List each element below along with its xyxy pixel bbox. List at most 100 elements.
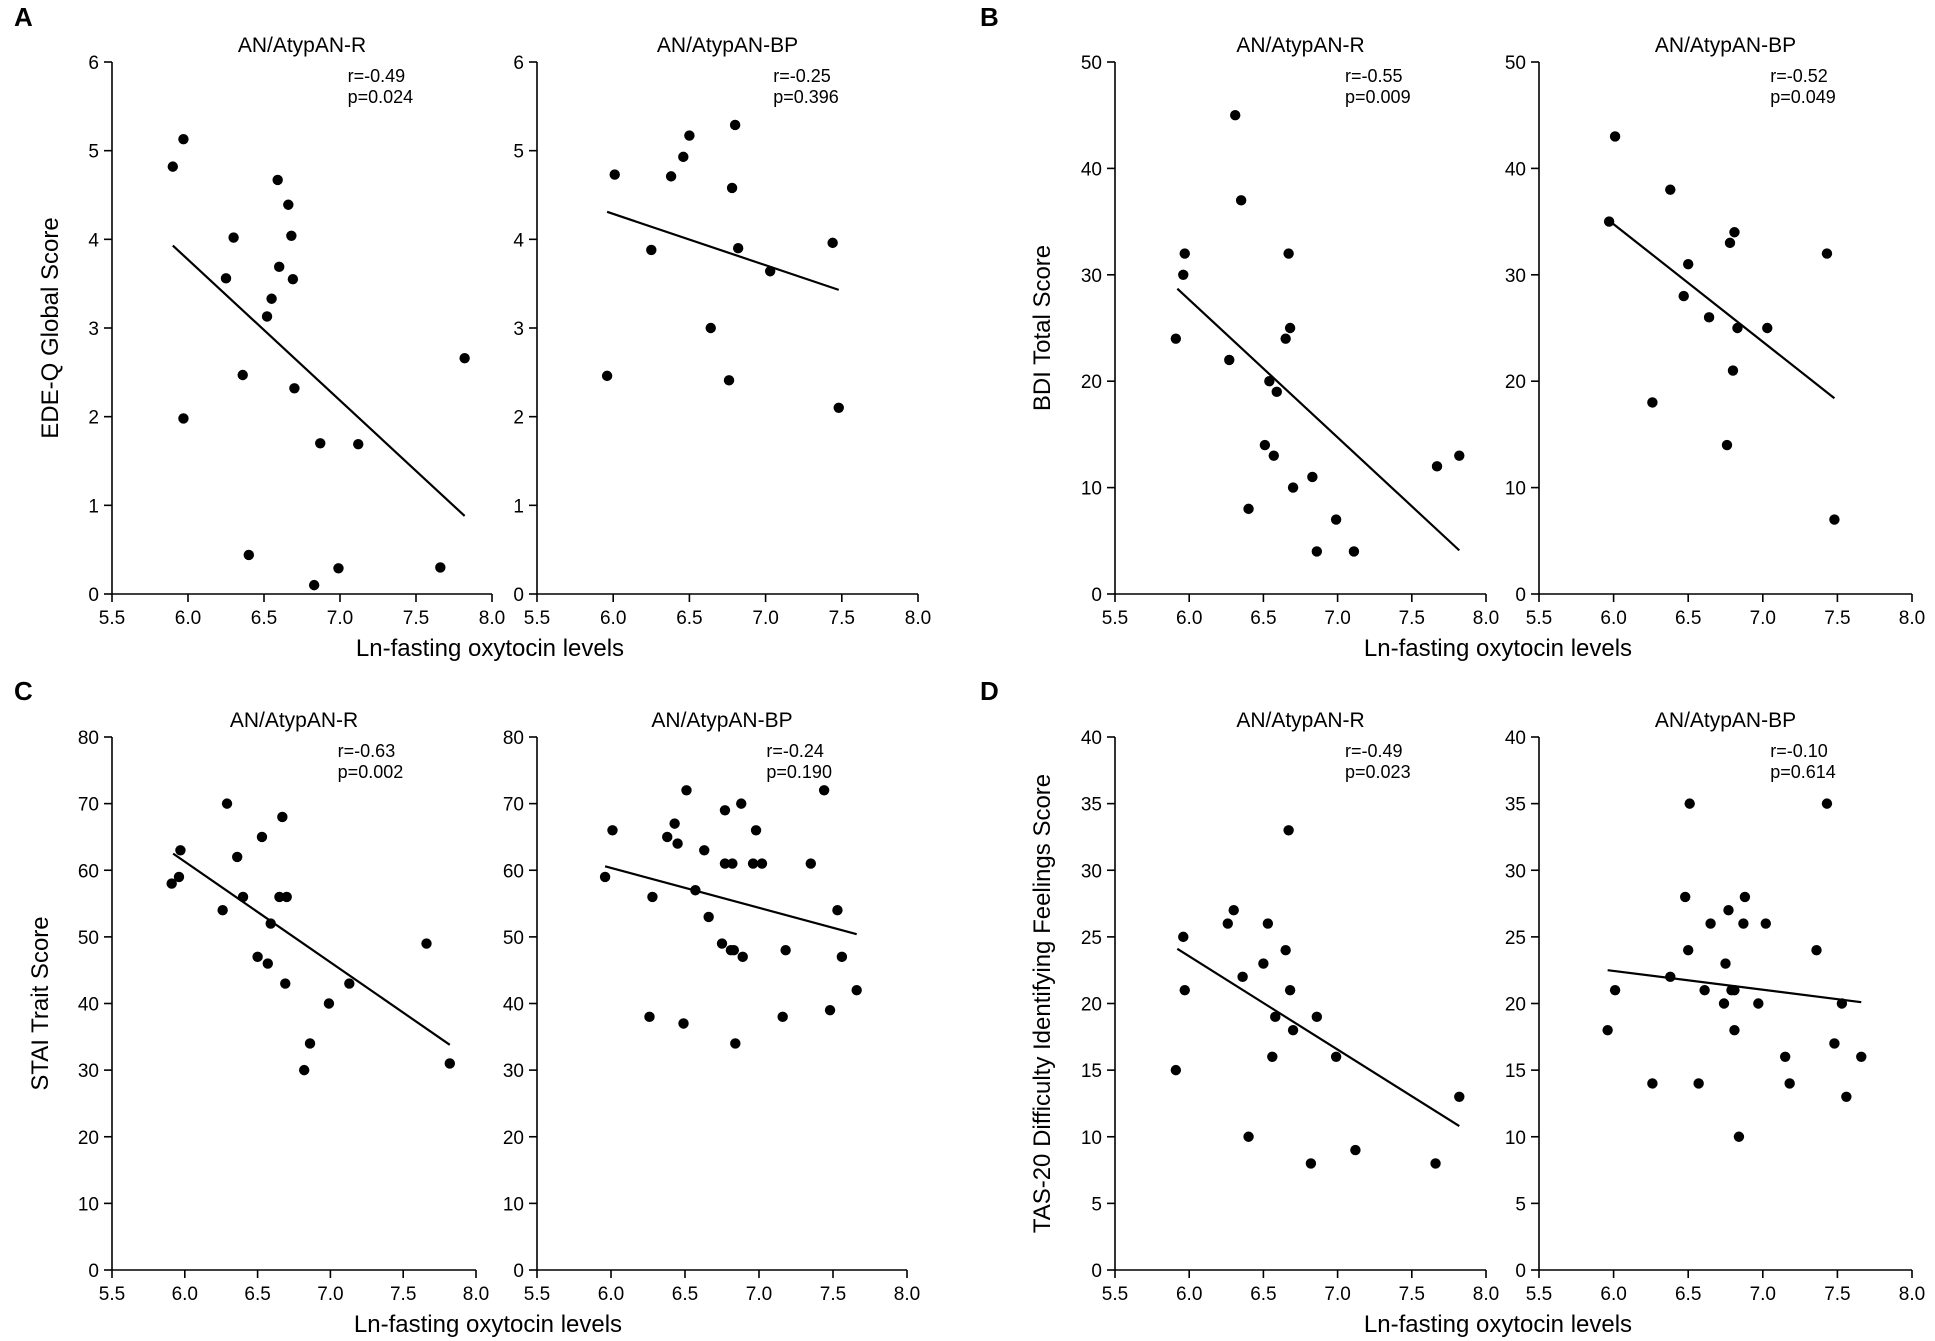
data-point <box>421 938 432 949</box>
data-point <box>1720 958 1731 969</box>
panel-letter: A <box>14 2 33 32</box>
data-point <box>703 911 714 923</box>
data-point <box>1283 248 1294 259</box>
data-point <box>298 1064 310 1076</box>
data-point <box>1729 984 1740 996</box>
data-point <box>1430 1158 1441 1169</box>
y-tick-label: 20 <box>78 1128 99 1149</box>
data-point <box>601 370 613 382</box>
data-point <box>175 845 186 856</box>
data-point <box>333 563 344 574</box>
subplot-bp: 0 1 2 3 4 5 6 5.5 6.0 6.5 7.0 7.5 8.0 AN/AtypAN-BP r=-… <box>513 34 931 629</box>
data-point <box>287 274 299 285</box>
r-value: r=-0.25 <box>773 66 831 86</box>
data-point <box>1829 1038 1840 1049</box>
y-tick-label: 2 <box>513 408 524 429</box>
y-tick-label: 4 <box>513 230 524 251</box>
y-tick-label: 1 <box>513 496 524 517</box>
y-tick-label: 35 <box>1081 795 1102 816</box>
data-point <box>832 905 843 916</box>
data-point <box>1283 825 1294 836</box>
data-point <box>647 891 658 903</box>
data-point <box>280 978 291 989</box>
y-tick-label: 10 <box>1081 479 1102 500</box>
y-tick-label: 0 <box>88 585 99 606</box>
x-tick-label: 7.0 <box>1750 608 1776 629</box>
data-point <box>1727 365 1739 376</box>
panel-letter: D <box>980 676 999 706</box>
data-point <box>435 562 446 573</box>
data-point <box>1784 1078 1795 1089</box>
y-tick-label: 30 <box>1505 266 1526 287</box>
y-tick-label: 40 <box>1505 159 1526 180</box>
data-point <box>1179 984 1190 996</box>
data-point <box>750 825 762 836</box>
p-value: p=0.614 <box>1770 762 1836 782</box>
data-point <box>1170 333 1182 344</box>
x-tick-label: 7.0 <box>327 608 353 629</box>
regression-line <box>604 865 857 936</box>
x-tick-label: 6.0 <box>1600 608 1626 629</box>
regression-line <box>1176 287 1461 552</box>
data-point <box>681 785 692 796</box>
y-tick-label: 40 <box>1081 728 1102 749</box>
data-point <box>1280 333 1291 344</box>
y-tick-label: 30 <box>1081 266 1102 287</box>
data-point <box>1733 1131 1745 1142</box>
x-tick-label: 7.5 <box>1824 1284 1850 1305</box>
data-point <box>1224 354 1235 366</box>
subplot-title: AN/AtypAN-R <box>1236 709 1364 732</box>
data-point <box>1454 450 1465 461</box>
data-point <box>732 243 744 254</box>
y-tick-label: 50 <box>1505 53 1526 74</box>
y-tick-label: 20 <box>1505 995 1526 1016</box>
data-point <box>678 1018 689 1029</box>
y-tick-label: 40 <box>1081 159 1102 180</box>
r-value: r=-0.49 <box>1345 741 1403 761</box>
data-point <box>1350 1144 1361 1156</box>
data-point <box>1693 1078 1704 1089</box>
p-value: p=0.049 <box>1770 87 1836 107</box>
y-tick-label: 25 <box>1081 928 1102 949</box>
data-point <box>669 818 680 829</box>
data-point <box>719 805 731 816</box>
data-point <box>1454 1091 1465 1102</box>
x-tick-label: 7.5 <box>1824 608 1850 629</box>
r-value: r=-0.52 <box>1770 66 1828 86</box>
y-tick-label: 20 <box>1081 995 1102 1016</box>
data-point <box>459 352 470 364</box>
data-point <box>1762 322 1773 334</box>
panel-a: A EDE-Q Global Score Ln-fasting oxytocin l… <box>14 2 931 662</box>
x-tick-label: 7.0 <box>752 608 778 629</box>
x-tick-label: 7.0 <box>317 1284 343 1305</box>
y-tick-label: 60 <box>78 861 99 882</box>
x-tick-label: 8.0 <box>894 1284 920 1305</box>
data-point <box>283 199 294 210</box>
data-point <box>729 119 741 131</box>
data-point <box>243 549 254 561</box>
x-tick-label: 5.5 <box>1526 608 1552 629</box>
subplot-r: 0 1 2 3 4 5 6 5.5 6.0 6.5 7.0 7.5 8.0 AN/AtypAN-R r=-0… <box>88 34 505 629</box>
regression-line <box>1606 218 1836 400</box>
y-tick-label: 40 <box>1505 728 1526 749</box>
data-point <box>444 1058 455 1069</box>
y-tick-label: 20 <box>1081 372 1102 393</box>
data-point <box>178 413 189 424</box>
y-tick-label: 80 <box>503 728 524 749</box>
data-point <box>1237 971 1248 983</box>
data-point <box>1821 248 1833 259</box>
data-point <box>672 838 683 849</box>
x-tick-label: 6.5 <box>676 608 702 629</box>
data-point <box>1431 461 1443 472</box>
data-point <box>1259 439 1271 451</box>
x-tick-label: 5.5 <box>1102 1284 1128 1305</box>
data-point <box>1305 1158 1317 1169</box>
y-tick-label: 10 <box>1505 479 1526 500</box>
y-tick-label: 10 <box>503 1194 524 1215</box>
y-tick-label: 0 <box>1515 1261 1526 1282</box>
x-tick-label: 8.0 <box>1473 608 1499 629</box>
x-tick-label: 6.5 <box>1250 1284 1276 1305</box>
data-point <box>1683 258 1694 270</box>
x-tick-label: 6.5 <box>1250 608 1276 629</box>
